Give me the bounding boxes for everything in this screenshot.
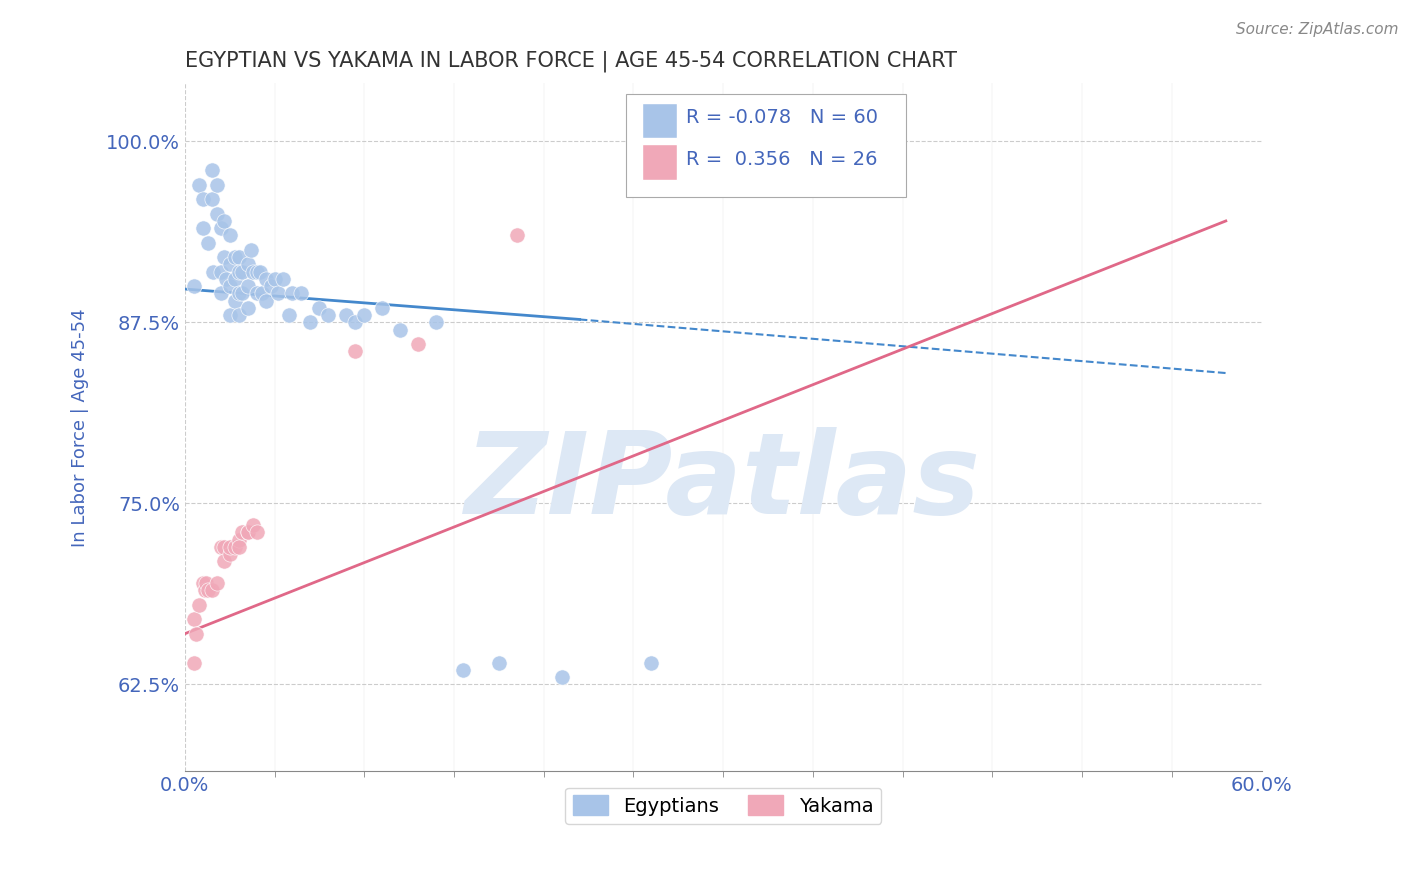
Point bbox=[188, 598, 211, 612]
Point bbox=[242, 265, 264, 279]
Point bbox=[209, 540, 232, 554]
Point bbox=[371, 301, 394, 315]
Point bbox=[344, 315, 367, 329]
Point bbox=[236, 257, 259, 271]
Point bbox=[273, 272, 295, 286]
Point bbox=[425, 315, 447, 329]
Point bbox=[209, 265, 232, 279]
Point bbox=[406, 337, 429, 351]
Point bbox=[183, 612, 205, 626]
Point bbox=[550, 670, 572, 684]
Point bbox=[506, 228, 529, 243]
Point bbox=[231, 286, 253, 301]
Text: R = -0.078   N = 60: R = -0.078 N = 60 bbox=[686, 108, 877, 128]
Point bbox=[451, 663, 474, 677]
Point bbox=[240, 243, 263, 257]
Point bbox=[267, 286, 290, 301]
Point bbox=[335, 308, 357, 322]
Point bbox=[209, 221, 232, 235]
Point bbox=[228, 308, 250, 322]
Point bbox=[228, 265, 250, 279]
Point bbox=[191, 221, 214, 235]
Point bbox=[218, 308, 240, 322]
Point bbox=[488, 656, 510, 670]
Point bbox=[344, 344, 367, 359]
Point bbox=[250, 286, 273, 301]
Point bbox=[201, 583, 224, 598]
FancyBboxPatch shape bbox=[626, 94, 907, 197]
Point bbox=[231, 265, 253, 279]
Point bbox=[281, 286, 304, 301]
Point bbox=[205, 178, 228, 192]
Point bbox=[195, 576, 218, 591]
Point bbox=[224, 272, 246, 286]
Text: R =  0.356   N = 26: R = 0.356 N = 26 bbox=[686, 150, 877, 169]
Point bbox=[263, 272, 285, 286]
Point bbox=[245, 286, 267, 301]
Text: EGYPTIAN VS YAKAMA IN LABOR FORCE | AGE 45-54 CORRELATION CHART: EGYPTIAN VS YAKAMA IN LABOR FORCE | AGE … bbox=[184, 51, 956, 72]
Point bbox=[389, 322, 412, 336]
Point bbox=[242, 518, 264, 533]
Point bbox=[245, 525, 267, 540]
Point bbox=[188, 178, 211, 192]
Point bbox=[205, 576, 228, 591]
Point bbox=[209, 286, 232, 301]
Point bbox=[228, 286, 250, 301]
Point bbox=[254, 272, 277, 286]
Point bbox=[236, 301, 259, 315]
Point bbox=[224, 540, 246, 554]
Point bbox=[202, 265, 225, 279]
Point bbox=[201, 192, 224, 206]
Point bbox=[212, 554, 235, 568]
Point bbox=[218, 228, 240, 243]
Point bbox=[231, 525, 253, 540]
Point bbox=[308, 301, 330, 315]
Point bbox=[299, 315, 322, 329]
Point bbox=[236, 279, 259, 293]
Point bbox=[215, 272, 238, 286]
Point bbox=[353, 308, 375, 322]
Point bbox=[201, 163, 224, 178]
Point bbox=[224, 250, 246, 264]
Point bbox=[191, 576, 214, 591]
Point bbox=[191, 192, 214, 206]
Point bbox=[218, 547, 240, 561]
Point bbox=[228, 533, 250, 547]
Point bbox=[218, 540, 240, 554]
Point bbox=[183, 656, 205, 670]
Point bbox=[205, 207, 228, 221]
Point bbox=[228, 540, 250, 554]
Point bbox=[218, 279, 240, 293]
Text: ZIPatlas: ZIPatlas bbox=[465, 427, 981, 538]
Point bbox=[245, 265, 267, 279]
Point bbox=[218, 257, 240, 271]
Point bbox=[224, 293, 246, 308]
Point bbox=[249, 265, 271, 279]
Point bbox=[236, 525, 259, 540]
FancyBboxPatch shape bbox=[643, 103, 676, 138]
Legend: Egyptians, Yakama: Egyptians, Yakama bbox=[565, 788, 882, 823]
Point bbox=[260, 279, 283, 293]
Point bbox=[212, 540, 235, 554]
Point bbox=[193, 583, 215, 598]
Y-axis label: In Labor Force | Age 45-54: In Labor Force | Age 45-54 bbox=[72, 308, 89, 547]
Point bbox=[212, 214, 235, 228]
Point bbox=[277, 308, 299, 322]
Point bbox=[290, 286, 312, 301]
Point bbox=[228, 250, 250, 264]
Point bbox=[197, 583, 219, 598]
Point bbox=[254, 293, 277, 308]
Point bbox=[212, 250, 235, 264]
Point bbox=[183, 279, 205, 293]
FancyBboxPatch shape bbox=[643, 144, 676, 179]
Point bbox=[184, 627, 207, 641]
Point bbox=[318, 308, 340, 322]
Point bbox=[197, 235, 219, 250]
Point bbox=[640, 656, 662, 670]
Text: Source: ZipAtlas.com: Source: ZipAtlas.com bbox=[1236, 22, 1399, 37]
Point bbox=[236, 525, 259, 540]
